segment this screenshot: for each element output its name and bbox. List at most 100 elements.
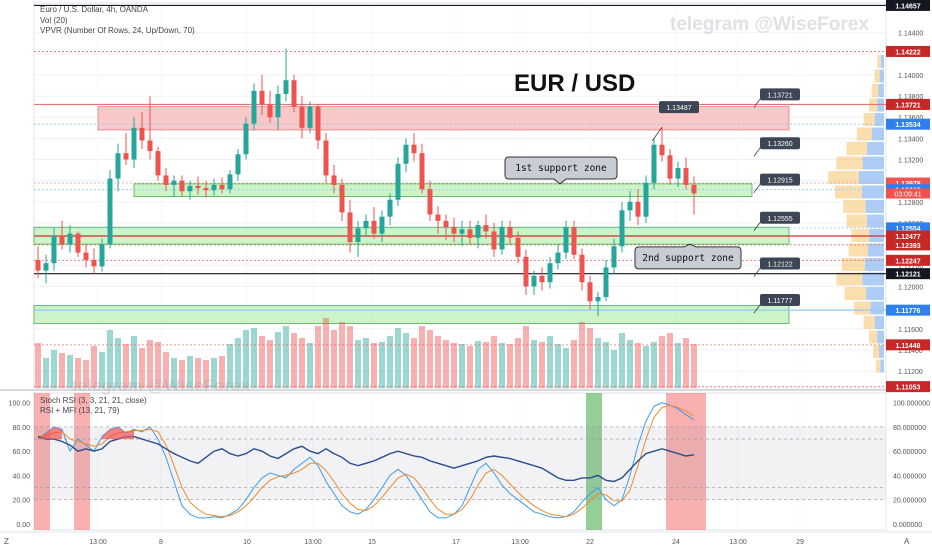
- auto-scale-label: A: [904, 537, 910, 546]
- volume-bar: [411, 338, 417, 388]
- candle-body: [371, 220, 377, 234]
- level-tag-box: [760, 173, 800, 186]
- candle-body: [691, 184, 697, 194]
- level-tag: 1.13721: [753, 88, 800, 108]
- level-tag: 1.12555: [753, 211, 800, 231]
- price-marker-box: [886, 254, 930, 266]
- oscillator-right-tick: 60.000000: [893, 449, 926, 456]
- vpvr-up-bar: [865, 258, 884, 271]
- time-tick-label: 24: [672, 539, 680, 546]
- time-tick-label: 22: [586, 539, 594, 546]
- volume-bar: [675, 343, 681, 388]
- volume-bar: [35, 343, 41, 388]
- volume-bar: [99, 352, 105, 388]
- candle-body: [491, 231, 497, 250]
- candle-body: [483, 225, 489, 232]
- volume-bar: [267, 340, 273, 388]
- volume-bar: [651, 342, 657, 388]
- candle-body: [307, 106, 313, 128]
- time-tick-label: 8: [159, 539, 163, 546]
- vpvr-down-bar: [836, 156, 863, 170]
- vpvr-down-bar: [877, 55, 881, 68]
- volume-bar: [467, 346, 473, 388]
- time-tick-label: 13:00: [89, 539, 107, 546]
- volume-bar: [627, 340, 633, 388]
- volume-bar: [307, 343, 313, 388]
- candle-body: [475, 225, 481, 238]
- volume-bar: [331, 330, 337, 388]
- vpvr-up-bar: [879, 69, 884, 83]
- candle-body: [515, 237, 521, 257]
- price-marker-label: 1.11448: [896, 343, 921, 350]
- time-tick-label: 13:00: [729, 539, 747, 546]
- volume-bar: [123, 344, 129, 388]
- vpvr-down-bar: [836, 272, 863, 286]
- candle-body: [315, 106, 321, 141]
- candle-body: [107, 178, 113, 245]
- rsi-mfi-line: [37, 435, 695, 483]
- price-marker-label: 1.12393: [895, 243, 920, 250]
- candle-body: [267, 104, 273, 118]
- candle-body: [211, 184, 217, 191]
- volume-bar: [43, 358, 49, 388]
- candle-body: [203, 188, 209, 191]
- candle-body: [507, 227, 513, 238]
- vpvr-up-bar: [874, 113, 884, 126]
- vpvr-down-bar: [869, 330, 878, 344]
- level-tag-label: 1.11777: [768, 298, 793, 305]
- vpvr-up-bar: [874, 316, 884, 329]
- support-zone-callout: 2nd support zone: [634, 243, 742, 270]
- price-marker-label: 1.13534: [895, 122, 920, 129]
- time-tick-label: 15: [368, 539, 376, 546]
- time-tick-label: 13:00: [511, 539, 529, 546]
- candle-body: [627, 201, 633, 211]
- price-marker-label: 1.12554: [895, 226, 920, 233]
- candle-body: [299, 106, 305, 128]
- candle-body: [131, 127, 137, 160]
- candle-body: [147, 140, 153, 152]
- volume-bar: [427, 330, 433, 388]
- support-zone-callout: 1st support zone: [504, 156, 618, 185]
- candle-body: [75, 233, 81, 253]
- candle-body: [275, 93, 281, 118]
- oscillator-left-tick: 20.00: [12, 498, 30, 505]
- volume-bar: [491, 336, 497, 388]
- vpvr-down-bar: [863, 316, 875, 329]
- candle-body: [171, 180, 177, 185]
- volume-bar: [139, 348, 145, 388]
- price-tick-label: 1.11400: [898, 348, 923, 355]
- callout-text: 1st support zone: [515, 163, 607, 174]
- volume-bar: [507, 344, 513, 388]
- volume-bar: [187, 356, 193, 388]
- volume-bar: [667, 333, 673, 388]
- candle-body: [643, 182, 649, 217]
- candle-body: [235, 154, 241, 175]
- oscillator-right-tick: 100.000000: [893, 401, 930, 408]
- price-marker-label: 1.12121: [895, 272, 920, 279]
- candle-body: [531, 275, 537, 287]
- candle-body: [467, 229, 473, 238]
- candle-body: [523, 256, 529, 287]
- price-tick-label: 1.11200: [898, 369, 923, 376]
- volume-bar: [659, 336, 665, 388]
- volume-bar: [67, 355, 73, 388]
- candle-body: [83, 252, 89, 261]
- candle-body: [547, 263, 553, 283]
- candle-body: [667, 155, 673, 179]
- volume-bar: [483, 342, 489, 388]
- time-tick-label: 10: [243, 539, 251, 546]
- candle-body: [595, 297, 601, 302]
- candle-body: [355, 228, 361, 243]
- volume-bar: [419, 326, 425, 388]
- level-tag-box: [760, 88, 800, 101]
- price-marker-label: 1.12247: [895, 258, 920, 265]
- volume-indicator-line: Vol (20): [40, 15, 68, 25]
- vpvr-up-bar: [865, 200, 884, 213]
- vpvr-down-bar: [854, 301, 871, 315]
- price-marker-label: 1.14657: [895, 3, 920, 10]
- volume-bar: [347, 326, 353, 388]
- candle-body: [411, 144, 417, 154]
- level-tag-box: [760, 211, 800, 224]
- vpvr-down-bar: [863, 113, 875, 126]
